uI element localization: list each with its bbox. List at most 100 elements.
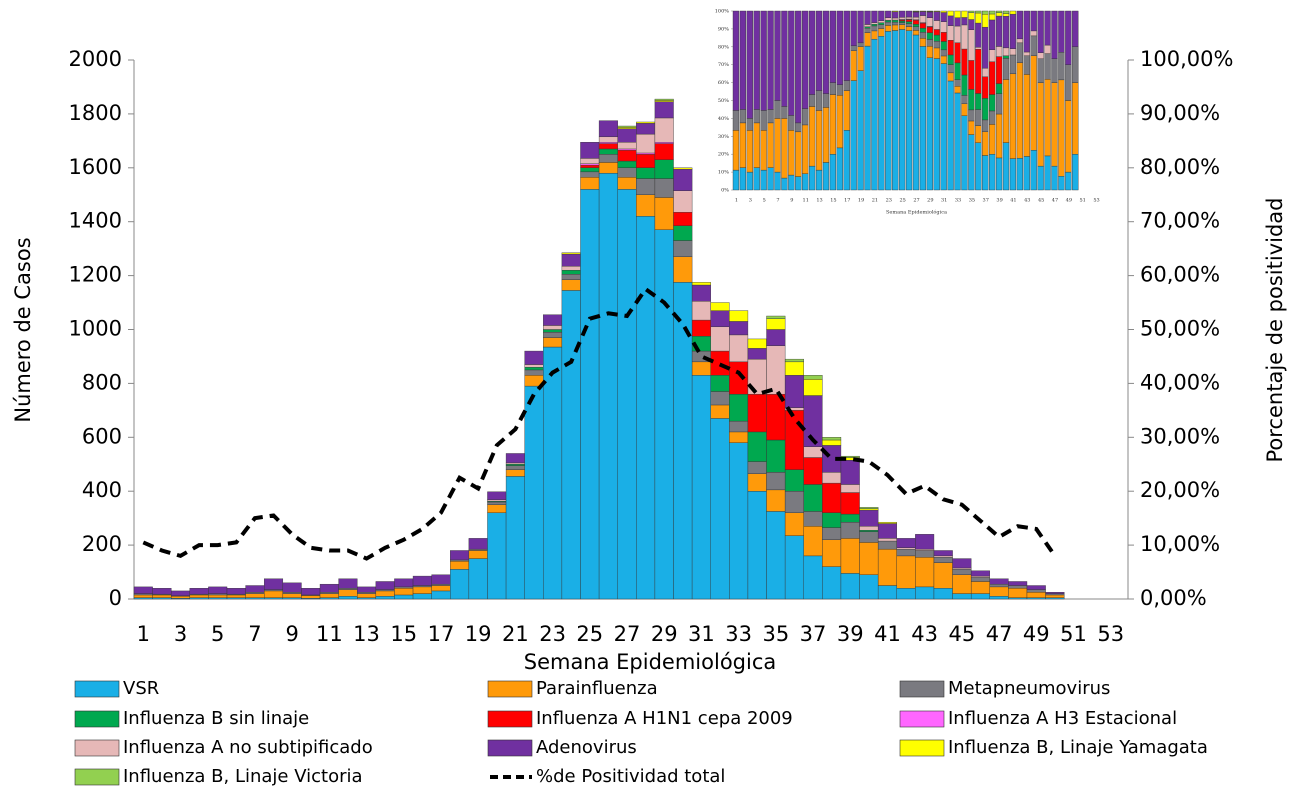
bar-segment xyxy=(926,32,933,40)
x-tick-label: 37 xyxy=(800,622,827,646)
inset-x-tick-label: 43 xyxy=(1024,198,1030,204)
bar-segment xyxy=(691,301,711,321)
bar-segment xyxy=(654,229,674,600)
bar-segment xyxy=(226,588,246,595)
bar-segment xyxy=(933,562,953,589)
bar-segment xyxy=(468,550,488,559)
bar-segment xyxy=(815,10,823,91)
legend-swatch xyxy=(74,768,120,786)
bar-segment xyxy=(1002,10,1010,14)
bar-segment xyxy=(892,30,899,191)
bar-segment xyxy=(864,27,871,33)
bar-segment xyxy=(654,141,674,144)
bar-segment xyxy=(919,32,927,39)
bar-segment xyxy=(774,118,781,173)
bar-segment xyxy=(905,10,913,18)
y-tick-label: 1400 xyxy=(69,209,122,233)
bar-segment xyxy=(543,314,563,326)
bar-segment xyxy=(1058,52,1065,81)
bar-segment xyxy=(961,74,968,96)
bar-segment xyxy=(871,38,878,191)
bar-segment xyxy=(1009,73,1017,159)
bar-segment xyxy=(784,361,804,376)
bar-segment xyxy=(760,169,767,191)
bar-segment xyxy=(543,325,563,330)
bar-segment xyxy=(933,29,940,36)
y-tick-label: 2000 xyxy=(69,47,122,71)
bar-segment xyxy=(968,60,975,90)
bar-segment xyxy=(1030,10,1037,32)
bar-segment xyxy=(1044,44,1051,54)
bar-segment xyxy=(836,10,843,85)
bar-segment xyxy=(1002,47,1010,56)
bar-segment xyxy=(940,55,947,64)
bar-segment xyxy=(739,109,747,124)
bar-segment xyxy=(1026,592,1046,598)
bar-segment xyxy=(543,337,563,348)
bar-segment xyxy=(898,29,906,191)
bar-segment xyxy=(319,597,339,600)
bar-segment xyxy=(319,592,339,594)
x-tick-label: 33 xyxy=(725,622,752,646)
bar-segment xyxy=(673,212,693,226)
inset-x-tick-label: 29 xyxy=(927,198,933,204)
bar-segment xyxy=(802,124,809,174)
bar-segment xyxy=(857,70,864,191)
y-axis-label: Número de Casos xyxy=(11,237,35,422)
bar-segment xyxy=(375,590,395,597)
inset-chart: 0%10%20%30%40%50%60%70%80%90%100%1 3 5 7 9 11… xyxy=(712,4,1110,224)
bar-segment xyxy=(840,513,860,523)
bar-segment xyxy=(947,64,954,74)
bar-segment xyxy=(152,597,172,600)
bar-segment xyxy=(989,596,1009,600)
bar-segment xyxy=(1002,13,1010,17)
legend-label: Influenza B, Linaje Yamagata xyxy=(948,737,1208,758)
bar-segment xyxy=(947,72,954,82)
x-tick-label: 35 xyxy=(762,622,789,646)
inset-x-tick-label: 37 xyxy=(983,198,989,204)
inset-y-tick-label: 10% xyxy=(718,170,729,176)
bar-segment xyxy=(617,125,637,128)
y2-tick-label: 60,00% xyxy=(1140,263,1220,287)
bar-segment xyxy=(580,167,600,173)
bar-segment xyxy=(487,491,507,501)
bar-segment xyxy=(995,83,1003,94)
inset-y-tick-label: 70% xyxy=(718,62,729,68)
bar-segment xyxy=(788,174,795,191)
bar-segment xyxy=(1072,10,1079,47)
bar-segment xyxy=(561,290,581,600)
inset-x-tick-label: 25 xyxy=(899,198,905,204)
bar-segment xyxy=(746,118,753,131)
bar-segment xyxy=(803,457,823,485)
bar-segment xyxy=(766,318,786,330)
bar-segment xyxy=(524,364,544,368)
bar-segment xyxy=(710,418,730,600)
bar-segment xyxy=(598,148,618,155)
bar-segment xyxy=(912,26,920,31)
bar-segment xyxy=(1045,592,1065,594)
inset-y-tick-label: 40% xyxy=(718,116,729,122)
bar-segment xyxy=(933,11,940,21)
bar-segment xyxy=(843,130,850,191)
bar-segment xyxy=(892,17,899,21)
bar-segment xyxy=(995,93,1003,115)
bar-segment xyxy=(808,106,816,167)
bar-segment xyxy=(747,461,767,474)
bar-segment xyxy=(561,270,581,275)
bar-segment xyxy=(896,538,916,548)
bar-segment xyxy=(561,274,581,280)
bar-segment xyxy=(954,79,961,87)
bar-segment xyxy=(580,189,600,600)
bar-segment xyxy=(919,46,927,191)
bar-segment xyxy=(822,482,842,513)
bar-segment xyxy=(524,367,544,371)
inset-x-tick-label: 5 xyxy=(763,198,766,204)
bar-segment xyxy=(829,94,837,155)
bar-segment xyxy=(961,115,968,191)
bar-segment xyxy=(843,90,850,131)
bar-segment xyxy=(864,26,871,29)
bar-segment xyxy=(940,21,947,33)
bar-segment xyxy=(505,465,525,470)
bar-segment xyxy=(822,162,830,191)
bar-segment xyxy=(1065,171,1072,191)
